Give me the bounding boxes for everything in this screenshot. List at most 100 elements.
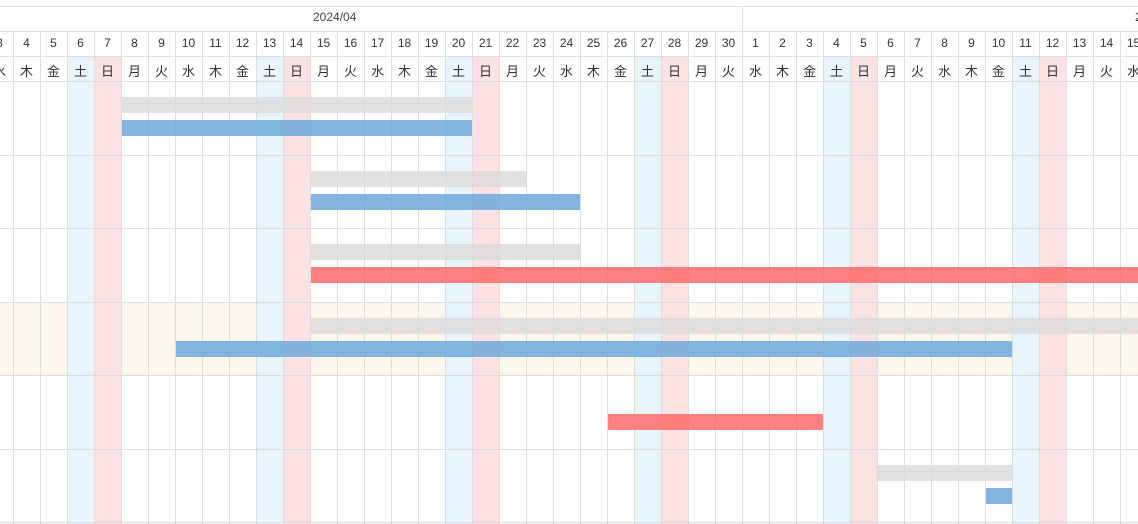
actual-bar[interactable] [122,120,472,136]
saturday-column [1012,56,1040,524]
day-number: 3 [806,36,813,50]
day-number: 11 [1019,36,1032,50]
day-weekday: 月 [316,64,330,79]
day-weekday: 日 [667,64,681,79]
day-number: 17 [370,36,385,50]
day-weekday: 日 [100,64,114,79]
day-weekday: 土 [1018,64,1032,79]
day-weekday: 木 [586,64,600,79]
day-weekday: 水 [748,64,762,79]
sunday-column [850,56,878,524]
day-number: 9 [968,36,975,50]
day-number: 10 [181,36,196,50]
saturday-column [67,56,95,524]
day-number: 28 [667,36,682,50]
day-number: 15 [316,36,331,50]
day-number: 14 [1099,36,1114,50]
day-weekday: 土 [262,64,276,79]
day-weekday: 木 [397,64,411,79]
day-number: 1 [752,36,759,50]
day-weekday: 月 [505,64,519,79]
actual-bar[interactable] [311,267,1138,283]
day-weekday: 日 [1045,64,1059,79]
day-number: 16 [343,36,358,50]
day-weekday: 水 [181,64,195,79]
day-number: 5 [860,36,867,50]
day-weekday: 土 [73,64,87,79]
saturday-column [634,56,662,524]
day-weekday: 火 [1099,64,1113,79]
day-weekday: 土 [451,64,465,79]
day-number: 15 [1126,36,1138,50]
actual-bar[interactable] [176,341,1012,357]
day-weekday: 月 [883,64,897,79]
actual-bar[interactable] [311,194,580,210]
day-number: 25 [586,36,601,50]
day-number: 2 [779,36,786,50]
day-number: 5 [50,36,57,50]
day-number: 20 [451,36,466,50]
actual-bar[interactable] [986,488,1012,504]
day-number: 8 [131,36,138,50]
day-weekday: 金 [991,64,1005,79]
day-weekday: 火 [343,64,357,79]
day-weekday: 金 [235,64,249,79]
day-weekday: 月 [127,64,141,79]
selected-row-background [0,301,1138,375]
day-number: 4 [833,36,840,50]
planned-bar[interactable] [311,171,526,187]
day-number: 27 [640,36,655,50]
day-weekday: 土 [640,64,654,79]
day-weekday: 金 [613,64,627,79]
day-weekday: 木 [775,64,789,79]
day-weekday: 水 [1126,64,1138,79]
day-weekday: 水 [937,64,951,79]
day-number: 24 [559,36,574,50]
day-weekday: 木 [208,64,222,79]
day-number: 7 [104,36,111,50]
sunday-column [1039,56,1067,524]
day-number: 7 [914,36,921,50]
day-weekday: 日 [478,64,492,79]
day-number: 22 [505,36,520,50]
day-weekday: 日 [856,64,870,79]
saturday-column [823,56,851,524]
day-weekday: 月 [694,64,708,79]
day-weekday: 金 [802,64,816,79]
day-number: 26 [613,36,628,50]
day-weekday: 月 [1072,64,1086,79]
day-weekday: 日 [289,64,303,79]
day-weekday: 火 [532,64,546,79]
day-number: 14 [289,36,304,50]
day-weekday: 火 [910,64,924,79]
day-number: 12 [235,36,250,50]
sunday-column [661,56,689,524]
day-weekday: 土 [829,64,843,79]
month-label-current: 2024/04 [313,10,357,24]
day-number: 10 [991,36,1006,50]
planned-bar[interactable] [878,465,1012,481]
day-weekday: 水 [370,64,384,79]
day-weekday: 木 [19,64,33,79]
day-number: 18 [397,36,412,50]
day-number: 23 [532,36,547,50]
day-number: 8 [941,36,948,50]
day-number: 19 [424,36,439,50]
day-number: 6 [77,36,84,50]
day-number: 11 [209,36,222,50]
day-number: 3 [0,36,13,50]
actual-bar[interactable] [608,414,823,430]
planned-bar[interactable] [311,244,580,260]
day-weekday: 水 [0,61,13,80]
day-number: 12 [1045,36,1060,50]
day-number: 13 [1072,36,1087,50]
day-weekday: 火 [154,64,168,79]
day-weekday: 木 [964,64,978,79]
day-weekday: 金 [46,64,60,79]
day-number: 21 [478,36,493,50]
day-number: 9 [158,36,165,50]
planned-bar[interactable] [122,97,472,113]
planned-bar[interactable] [311,318,1138,334]
day-number: 30 [721,36,736,50]
